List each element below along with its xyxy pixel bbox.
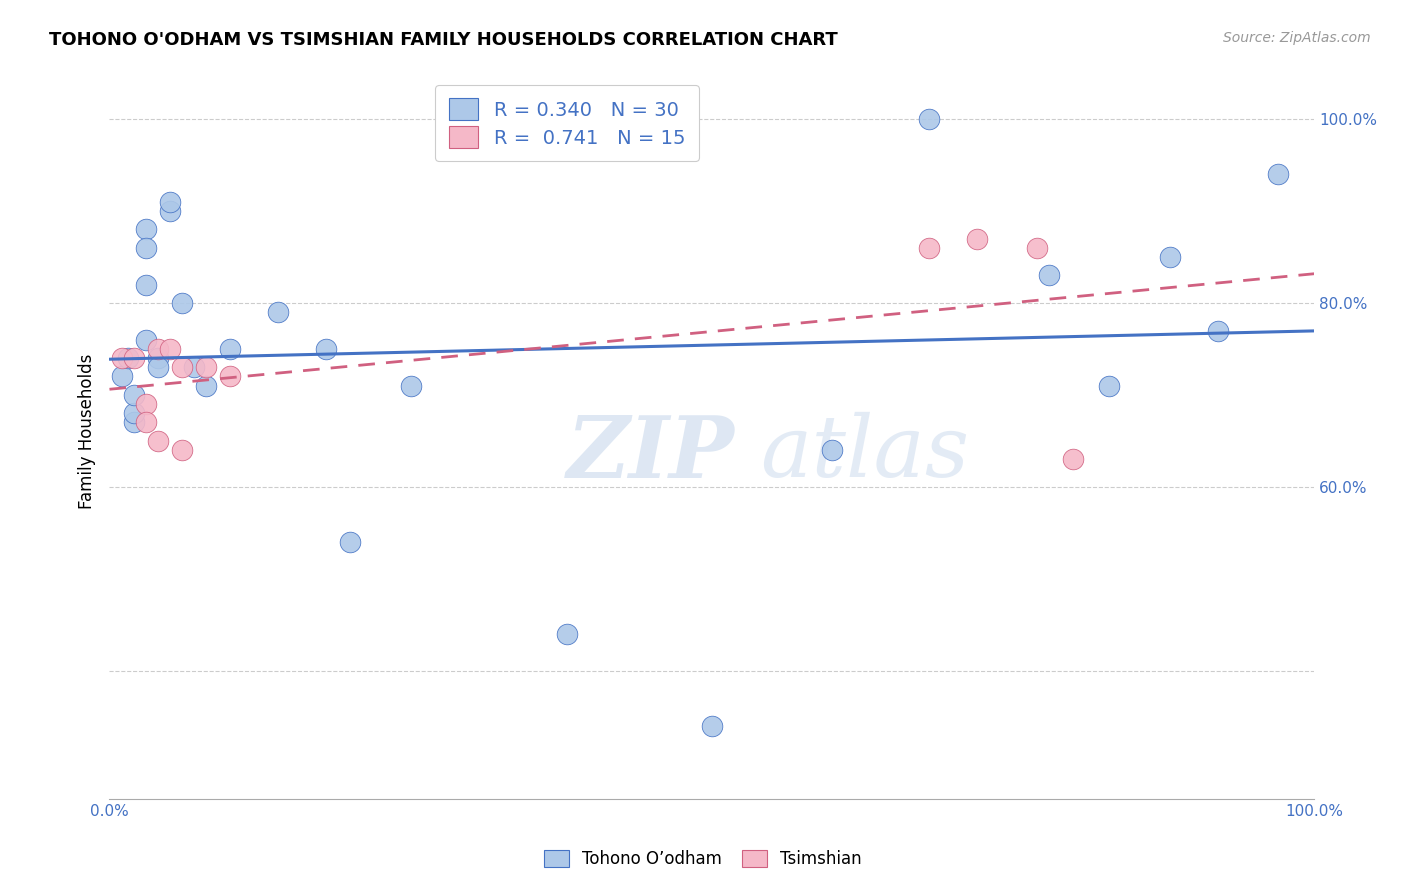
Point <box>183 360 205 375</box>
Point <box>135 397 157 411</box>
Point <box>219 369 242 384</box>
Point <box>110 351 132 365</box>
Point <box>194 378 217 392</box>
Point <box>159 204 181 219</box>
Y-axis label: Family Households: Family Households <box>79 354 96 509</box>
Point <box>821 442 844 457</box>
Point <box>267 305 290 319</box>
Point <box>1038 268 1060 283</box>
Text: Source: ZipAtlas.com: Source: ZipAtlas.com <box>1223 31 1371 45</box>
Legend: Tohono O’odham, Tsimshian: Tohono O’odham, Tsimshian <box>536 842 870 877</box>
Point <box>122 406 145 420</box>
Point <box>122 351 145 365</box>
Text: ZIP: ZIP <box>567 412 735 495</box>
Text: TOHONO O'ODHAM VS TSIMSHIAN FAMILY HOUSEHOLDS CORRELATION CHART: TOHONO O'ODHAM VS TSIMSHIAN FAMILY HOUSE… <box>49 31 838 49</box>
Point <box>917 241 939 255</box>
Point <box>159 342 181 356</box>
Point <box>1026 241 1049 255</box>
Point <box>219 342 242 356</box>
Point <box>1062 452 1084 467</box>
Point <box>315 342 337 356</box>
Point <box>555 626 578 640</box>
Point <box>170 442 193 457</box>
Point <box>135 416 157 430</box>
Point <box>194 360 217 375</box>
Point <box>122 416 145 430</box>
Point <box>135 241 157 255</box>
Point <box>1206 324 1229 338</box>
Text: atlas: atlas <box>761 412 969 495</box>
Point <box>1267 167 1289 181</box>
Point <box>700 719 723 733</box>
Point <box>159 194 181 209</box>
Legend: R = 0.340   N = 30, R =  0.741   N = 15: R = 0.340 N = 30, R = 0.741 N = 15 <box>436 85 699 161</box>
Point <box>1159 250 1181 264</box>
Point <box>966 232 988 246</box>
Point <box>146 342 169 356</box>
Point <box>146 360 169 375</box>
Point <box>339 534 361 549</box>
Point <box>135 277 157 292</box>
Point <box>117 351 139 365</box>
Point <box>1098 378 1121 392</box>
Point <box>110 369 132 384</box>
Point <box>399 378 422 392</box>
Point <box>146 351 169 365</box>
Point <box>170 296 193 310</box>
Point <box>135 333 157 347</box>
Point <box>122 388 145 402</box>
Point <box>146 434 169 448</box>
Point <box>135 222 157 236</box>
Point <box>917 112 939 127</box>
Point <box>170 360 193 375</box>
